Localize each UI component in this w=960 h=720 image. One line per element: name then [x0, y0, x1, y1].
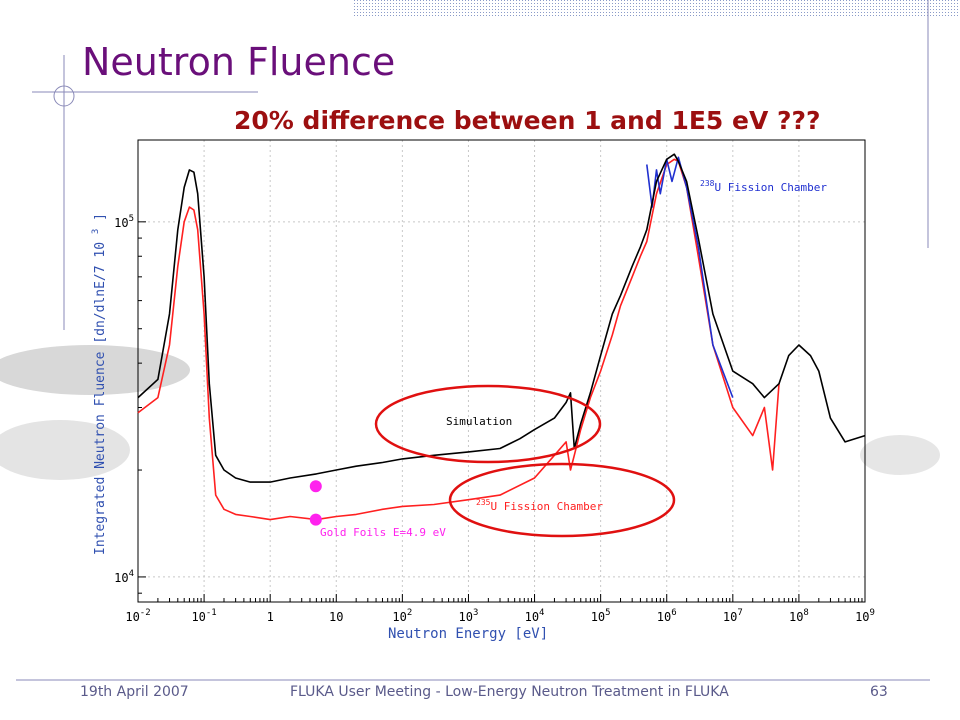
- annotation-u235-mass: 235: [476, 498, 491, 507]
- annotation-u238-text: U Fission Chamber: [714, 181, 827, 194]
- annotation-u235: 235U Fission Chamber: [476, 498, 603, 513]
- footer-title: FLUKA User Meeting - Low-Energy Neutron …: [290, 684, 729, 700]
- gold-foil-marker: [309, 513, 322, 526]
- decor-circle: [53, 85, 75, 107]
- u235-highlight-ellipse: [448, 462, 676, 538]
- chart-highlight-ellipses: [374, 384, 676, 538]
- header-dot-band: [352, 0, 960, 18]
- slide-title: Neutron Fluence: [82, 40, 396, 84]
- decor-swoosh-left: [0, 345, 190, 395]
- footer-page-number: 63: [870, 684, 888, 700]
- chart-grid: [137, 140, 866, 602]
- plot-frame: [137, 139, 866, 603]
- series-simulation-line: [137, 153, 866, 483]
- x-tick-label: 102: [392, 608, 412, 624]
- annotation-simulation: Simulation: [446, 415, 512, 428]
- annotation-gold-foils: Gold Foils E=4.9 eV: [320, 526, 446, 539]
- y-axis-label-exponent: 3: [91, 229, 101, 234]
- annotation-u238: 238U Fission Chamber: [700, 179, 827, 194]
- chart-ticks: 10-2 10-1 1 10 102 103 104 105 106 107 108 109 104 10…: [114, 214, 875, 624]
- x-tick-label: 107: [723, 608, 743, 624]
- y-axis-label-close: ]: [93, 213, 108, 221]
- x-tick-label: 10: [329, 610, 343, 624]
- x-tick-label: 10-2: [125, 608, 150, 624]
- y-tick-label: 104: [114, 569, 134, 585]
- x-axis-label: Neutron Energy [eV]: [388, 626, 548, 642]
- x-tick-label: 103: [459, 608, 479, 624]
- y-axis-label: Integrated Neutron Fluence [dn/dlnE/7 10…: [87, 213, 108, 555]
- slide-subtitle: 20% difference between 1 and 1E5 eV ???: [234, 106, 821, 135]
- decor-swoosh-right: [860, 435, 940, 475]
- footer-date: 19th April 2007: [80, 684, 189, 700]
- series-u238-line: [646, 156, 734, 398]
- gold-foil-marker: [309, 480, 322, 493]
- svg-text:Integrated Neutron Fluence [dn: Integrated Neutron Fluence [dn/dlnE/7 10…: [87, 213, 108, 555]
- chart-series: [137, 153, 866, 521]
- annotation-u235-text: U Fission Chamber: [490, 500, 603, 513]
- x-tick-label: 108: [789, 608, 809, 624]
- x-tick-label: 1: [267, 610, 274, 624]
- simulation-highlight-ellipse: [374, 384, 602, 464]
- y-tick-label: 105: [114, 214, 134, 230]
- y-axis-label-main: Integrated Neutron Fluence [dn/dlnE/7 10: [93, 242, 108, 555]
- x-tick-label: 10-1: [191, 608, 216, 624]
- decor-swoosh-left-2: [0, 420, 130, 480]
- x-tick-label: 104: [525, 608, 545, 624]
- x-tick-label: 106: [657, 608, 677, 624]
- annotation-u238-mass: 238: [700, 179, 715, 188]
- x-tick-label: 105: [591, 608, 611, 624]
- x-tick-label: 109: [855, 608, 875, 624]
- series-u235-line: [137, 158, 780, 521]
- chart-markers: [309, 480, 322, 526]
